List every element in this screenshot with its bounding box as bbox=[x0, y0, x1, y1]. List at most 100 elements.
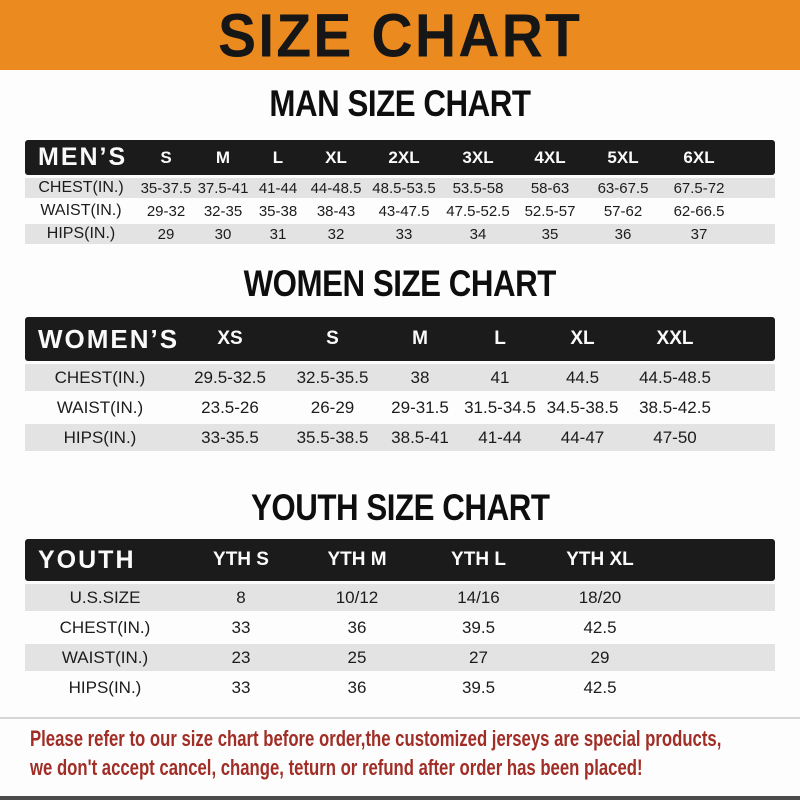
size-value-cell: 35.5-38.5 bbox=[296, 427, 369, 447]
women-size-chart-section: WOMEN SIZE CHART WOMEN’S XS S M L XL XXL CHEST(I… bbox=[0, 263, 800, 451]
column-header: 2XL bbox=[388, 147, 420, 167]
table-row: CHEST(IN.) 35-37.5 37.5-41 41-44 44-48.5 48.5… bbox=[25, 178, 775, 198]
table-row: CHEST(IN.) 33 36 39.5 42.5 bbox=[25, 614, 775, 641]
footer-note: Please refer to our size chart before or… bbox=[0, 724, 800, 782]
size-value-cell: 47.5-52.5 bbox=[446, 202, 510, 220]
size-value-cell: 37.5-41 bbox=[197, 179, 249, 197]
row-label: WAIST(IN.) bbox=[61, 647, 149, 667]
size-chart-sections: MAN SIZE CHART MEN’S S M L XL 2XL 3XL 4XL 5XL 6XL C… bbox=[0, 83, 800, 701]
size-value-cell: 25 bbox=[347, 647, 367, 667]
size-value-cell: 44.5-48.5 bbox=[639, 367, 711, 387]
size-value-cell: 48.5-53.5 bbox=[372, 179, 436, 197]
row-label: WAIST(IN.) bbox=[40, 202, 122, 219]
row-label: CHEST(IN.) bbox=[38, 179, 124, 196]
column-header: YTH S bbox=[213, 549, 269, 570]
size-value-cell: 29 bbox=[157, 225, 175, 243]
table-row: HIPS(IN.) 29 30 31 32 33 34 35 36 37 bbox=[25, 224, 775, 244]
size-table: YOUTH YTH S YTH M YTH L YTH XL U.S.SIZE 8 10/12… bbox=[25, 539, 775, 701]
size-value-cell: 52.5-57 bbox=[524, 202, 576, 220]
size-value-cell: 38-43 bbox=[316, 202, 356, 220]
column-header: 3XL bbox=[462, 147, 494, 167]
size-value-cell: 32-35 bbox=[203, 202, 243, 220]
row-label: HIPS(IN.) bbox=[46, 225, 116, 242]
size-value-cell: 37 bbox=[690, 225, 708, 243]
note-line-2: we don't accept cancel, change, teturn o… bbox=[30, 753, 800, 782]
table-row: WAIST(IN.) 29-32 32-35 35-38 38-43 43-47.5 47.… bbox=[25, 201, 775, 221]
section-heading-text: MAN SIZE CHART bbox=[269, 83, 531, 125]
size-value-cell: 27 bbox=[469, 647, 488, 667]
size-value-cell: 29-32 bbox=[146, 202, 186, 220]
size-value-cell: 31.5-34.5 bbox=[464, 397, 536, 417]
size-value-cell: 44-47 bbox=[560, 427, 605, 447]
banner: SIZE CHART bbox=[0, 0, 800, 70]
size-value-cell: 63-67.5 bbox=[597, 179, 649, 197]
size-value-cell: 42.5 bbox=[583, 677, 617, 697]
column-header: L bbox=[272, 147, 284, 167]
table-row: HIPS(IN.) 33-35.5 35.5-38.5 38.5-41 41-44 44-… bbox=[25, 424, 775, 451]
size-value-cell: 23.5-26 bbox=[201, 397, 259, 417]
column-header: YTH XL bbox=[566, 549, 634, 570]
size-value-cell: 58-63 bbox=[530, 179, 570, 197]
size-value-cell: 36 bbox=[347, 677, 367, 697]
section-heading: MAN SIZE CHART bbox=[0, 83, 800, 125]
row-label: WAIST(IN.) bbox=[56, 397, 144, 417]
table-row: WAIST(IN.) 23.5-26 26-29 29-31.5 31.5-34.5 34… bbox=[25, 394, 775, 421]
size-value-cell: 53.5-58 bbox=[452, 179, 504, 197]
size-value-cell: 57-62 bbox=[603, 202, 643, 220]
size-value-cell: 41-44 bbox=[478, 427, 522, 447]
size-value-cell: 36 bbox=[614, 225, 632, 243]
note-line-1: Please refer to our size chart before or… bbox=[30, 724, 800, 753]
row-label: CHEST(IN.) bbox=[54, 367, 146, 387]
bottom-edge-bar bbox=[0, 796, 800, 800]
size-value-cell: 42.5 bbox=[583, 617, 617, 637]
size-value-cell: 30 bbox=[214, 225, 232, 243]
table-row: WAIST(IN.) 23 25 27 29 bbox=[25, 644, 775, 671]
size-value-cell: 33-35.5 bbox=[201, 427, 259, 447]
column-header: 6XL bbox=[683, 147, 715, 167]
man-size-chart-section: MAN SIZE CHART MEN’S S M L XL 2XL 3XL 4XL 5XL 6XL C… bbox=[0, 83, 800, 244]
column-header: S bbox=[326, 328, 339, 349]
size-value-cell: 36 bbox=[347, 617, 367, 637]
size-value-cell: 23 bbox=[231, 647, 251, 667]
size-value-cell: 39.5 bbox=[461, 617, 496, 637]
table-header-label: WOMEN’S bbox=[38, 323, 180, 354]
column-header: M bbox=[215, 147, 231, 167]
size-value-cell: 39.5 bbox=[461, 677, 496, 697]
column-header: 5XL bbox=[607, 147, 639, 167]
table-header-row: WOMEN’S XS S M L XL XXL bbox=[25, 317, 775, 361]
size-value-cell: 29-31.5 bbox=[391, 397, 449, 417]
divider-line bbox=[0, 717, 800, 719]
size-value-cell: 41-44 bbox=[258, 179, 298, 197]
size-value-cell: 38.5-42.5 bbox=[639, 397, 711, 417]
table-row: U.S.SIZE 8 10/12 14/16 18/20 bbox=[25, 584, 775, 611]
row-label: U.S.SIZE bbox=[69, 587, 141, 607]
size-value-cell: 43-47.5 bbox=[378, 202, 430, 220]
size-value-cell: 31 bbox=[269, 225, 287, 243]
table-row: CHEST(IN.) 29.5-32.5 32.5-35.5 38 41 44.5 44.5… bbox=[25, 364, 775, 391]
column-header: XS bbox=[217, 328, 243, 349]
column-header: XXL bbox=[656, 328, 694, 349]
size-value-cell: 35 bbox=[541, 225, 559, 243]
note-line-2-text: we don't accept cancel, change, teturn o… bbox=[30, 755, 643, 780]
size-value-cell: 10/12 bbox=[335, 587, 379, 607]
size-value-cell: 38.5-41 bbox=[391, 427, 449, 447]
column-header: M bbox=[412, 328, 428, 349]
note-line-1-text: Please refer to our size chart before or… bbox=[30, 726, 722, 751]
size-value-cell: 33 bbox=[231, 677, 251, 697]
size-value-cell: 33 bbox=[231, 617, 251, 637]
table-header-row: YOUTH YTH S YTH M YTH L YTH XL bbox=[25, 539, 775, 581]
size-value-cell: 26-29 bbox=[310, 397, 355, 417]
size-value-cell: 35-37.5 bbox=[140, 179, 192, 197]
size-value-cell: 29.5-32.5 bbox=[194, 367, 266, 387]
size-value-cell: 8 bbox=[236, 587, 246, 607]
row-label: HIPS(IN.) bbox=[63, 427, 137, 447]
size-value-cell: 47-50 bbox=[653, 427, 697, 447]
table-header-row: MEN’S S M L XL 2XL 3XL 4XL 5XL 6XL bbox=[25, 140, 775, 175]
banner-title: SIZE CHART bbox=[218, 0, 582, 70]
column-header: YTH L bbox=[451, 549, 506, 570]
size-value-cell: 35-38 bbox=[258, 202, 298, 220]
size-value-cell: 38 bbox=[410, 367, 430, 387]
table-header-label: YOUTH bbox=[38, 545, 136, 574]
size-value-cell: 33 bbox=[395, 225, 413, 243]
